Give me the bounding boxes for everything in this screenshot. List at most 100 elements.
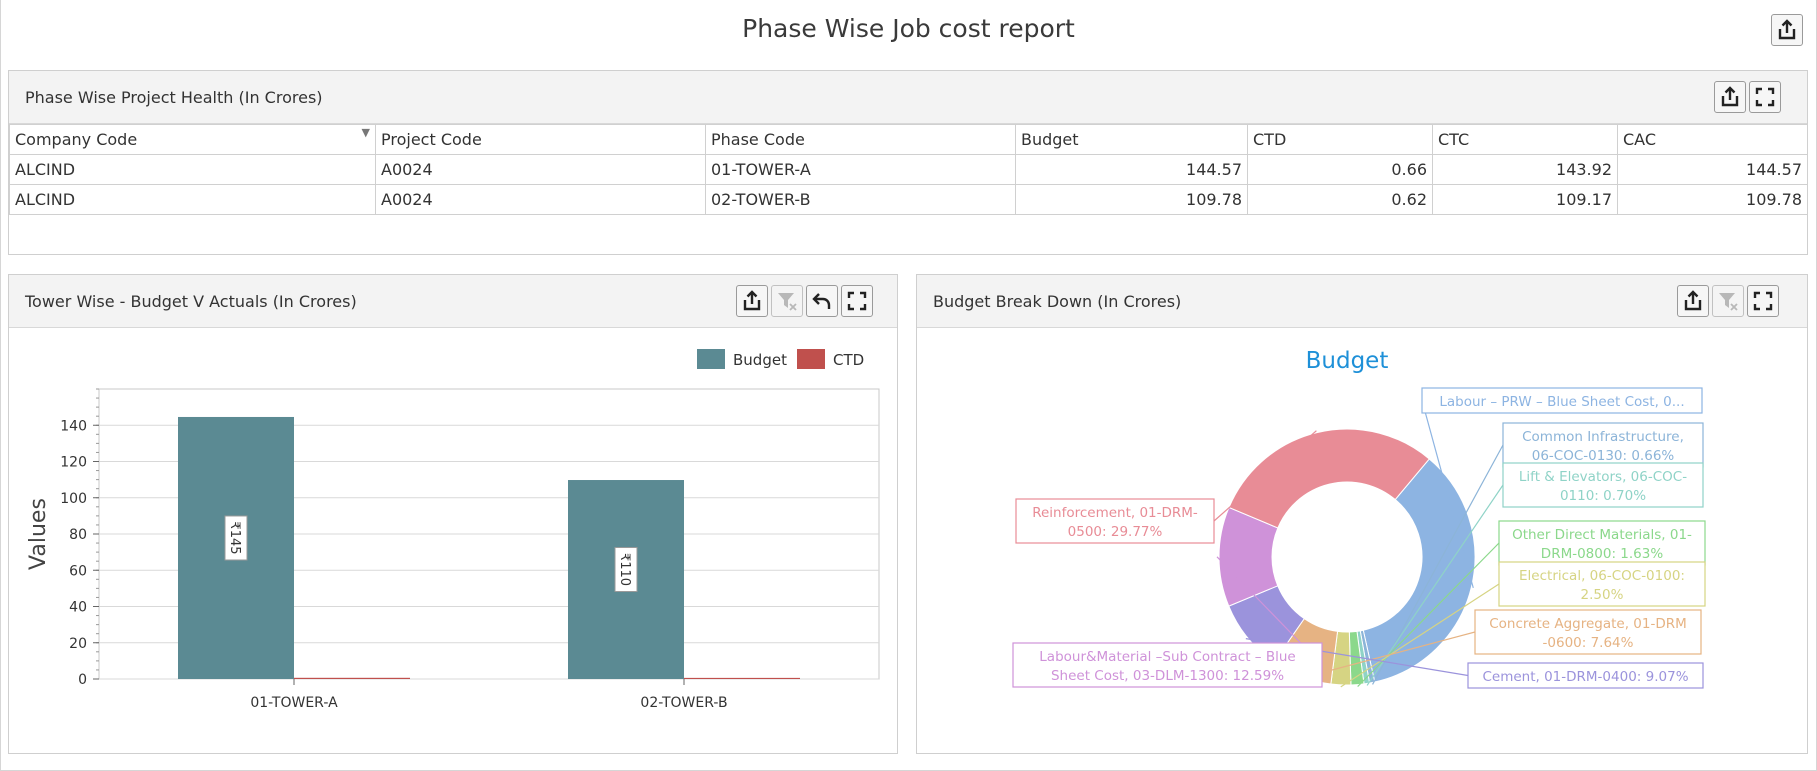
grid-panel-title: Phase Wise Project Health (In Crores) bbox=[25, 88, 323, 107]
grid-panel: Phase Wise Project Health (In Crores) Co… bbox=[8, 70, 1808, 255]
grid-panel-header: Phase Wise Project Health (In Crores) bbox=[9, 71, 1807, 124]
slice-label: Other Direct Materials, 01- bbox=[1512, 527, 1692, 543]
y-tick-label: 120 bbox=[60, 455, 87, 471]
table-header-row: Company Code ▼ Project Code Phase Code Bu… bbox=[9, 124, 1808, 155]
slice-label-box bbox=[1498, 561, 1706, 607]
bar-panel-header: Tower Wise - Budget V Actuals (In Crores… bbox=[9, 275, 897, 328]
slice-label-box bbox=[1474, 609, 1702, 655]
export-icon bbox=[1776, 19, 1798, 41]
data-label-text: ₹110 bbox=[617, 553, 632, 586]
cell-ctc: 109.17 bbox=[1432, 184, 1618, 215]
leader-line bbox=[1421, 400, 1474, 589]
cell-budget: 144.57 bbox=[1015, 154, 1248, 185]
y-tick-label: 20 bbox=[69, 636, 87, 652]
cell-ctc: 143.92 bbox=[1432, 154, 1618, 185]
y-tick-label: 40 bbox=[69, 600, 87, 616]
y-axis-title: Values bbox=[26, 498, 51, 570]
pie-chart-panel: Budget Break Down (In Crores) Budget Labo… bbox=[916, 274, 1808, 754]
bar-ctd bbox=[294, 677, 410, 679]
slice-label-box bbox=[1502, 422, 1704, 468]
y-tick-label: 80 bbox=[69, 527, 87, 543]
pie-panel-header: Budget Break Down (In Crores) bbox=[917, 275, 1807, 328]
filter-icon[interactable]: ▼ bbox=[361, 126, 370, 139]
bar-panel-title: Tower Wise - Budget V Actuals (In Crores… bbox=[25, 292, 357, 311]
dashboard-export-button[interactable] bbox=[1771, 14, 1803, 46]
cell-company-code: ALCIND bbox=[9, 154, 376, 185]
slice-label: 0110: 0.70% bbox=[1560, 488, 1646, 504]
maximize-icon bbox=[846, 290, 868, 312]
slice-label: -0600: 7.64% bbox=[1543, 635, 1634, 651]
slice-label: Cement, 01-DRM-0400: 9.07% bbox=[1482, 669, 1688, 685]
cell-company-code: ALCIND bbox=[9, 184, 376, 215]
project-health-table: Company Code ▼ Project Code Phase Code Bu… bbox=[9, 124, 1808, 215]
clear-filter-icon bbox=[1717, 290, 1739, 312]
data-label: ₹145 bbox=[224, 515, 248, 561]
export-icon bbox=[1682, 290, 1704, 312]
maximize-icon bbox=[1752, 290, 1774, 312]
bar-undo-button[interactable] bbox=[806, 285, 838, 317]
column-header-cac[interactable]: CAC bbox=[1617, 124, 1808, 155]
slice-label-box bbox=[1467, 662, 1704, 689]
slice-label: 0500: 29.77% bbox=[1068, 524, 1163, 540]
leader-line bbox=[1366, 484, 1504, 686]
pie-export-button[interactable] bbox=[1677, 285, 1709, 317]
cell-project-code: A0024 bbox=[375, 154, 706, 185]
pie-clear-filter-button[interactable] bbox=[1712, 285, 1744, 317]
data-label-box bbox=[614, 547, 638, 593]
slice-label: Concrete Aggregate, 01-DRM bbox=[1489, 616, 1687, 632]
slice-label: Labour&Material –Sub Contract – Blue bbox=[1039, 649, 1295, 665]
export-icon bbox=[741, 290, 763, 312]
data-label-text: ₹145 bbox=[227, 521, 242, 554]
cell-project-code: A0024 bbox=[375, 184, 706, 215]
cell-cac: 144.57 bbox=[1617, 154, 1808, 185]
legend-label: Budget bbox=[733, 351, 787, 369]
chart-title: Budget bbox=[1306, 348, 1389, 374]
cell-cac: 109.78 bbox=[1617, 184, 1808, 215]
cell-ctd: 0.62 bbox=[1247, 184, 1433, 215]
y-tick-label: 140 bbox=[60, 418, 87, 434]
bar-export-button[interactable] bbox=[736, 285, 768, 317]
maximize-icon bbox=[1754, 86, 1776, 108]
leader-line bbox=[1213, 430, 1317, 522]
legend-label: CTD bbox=[833, 351, 864, 369]
x-tick-label: 02-TOWER-B bbox=[640, 695, 727, 711]
slice-label: Reinforcement, 01-DRM- bbox=[1032, 505, 1198, 521]
slice-label-box bbox=[1498, 520, 1706, 566]
leader-line bbox=[1340, 583, 1500, 688]
cell-phase-code: 02-TOWER-B bbox=[705, 184, 1016, 215]
bar-maximize-button[interactable] bbox=[841, 285, 873, 317]
data-label: ₹110 bbox=[614, 547, 638, 593]
table-row[interactable]: ALCIND A0024 02-TOWER-B 109.78 0.62 109.… bbox=[9, 184, 1808, 215]
slice-label-box bbox=[1015, 498, 1215, 544]
leader-line bbox=[1357, 542, 1500, 687]
pie-maximize-button[interactable] bbox=[1747, 285, 1779, 317]
slice-label-box bbox=[1421, 387, 1703, 414]
column-header-phase-code[interactable]: Phase Code bbox=[705, 124, 1016, 155]
slice-label-box bbox=[1012, 642, 1323, 688]
donut-slice bbox=[1362, 458, 1476, 683]
column-header-ctc[interactable]: CTC bbox=[1432, 124, 1618, 155]
grid-export-button[interactable] bbox=[1714, 81, 1746, 113]
dashboard-title: Phase Wise Job cost report bbox=[742, 14, 1075, 43]
column-header-company-code[interactable]: Company Code ▼ bbox=[9, 124, 376, 155]
grid-maximize-button[interactable] bbox=[1749, 81, 1781, 113]
slice-label: 2.50% bbox=[1581, 587, 1624, 603]
slice-label: Lift & Elevators, 06-COC- bbox=[1519, 469, 1687, 485]
bar-ctd bbox=[684, 677, 800, 679]
y-tick-label: 60 bbox=[69, 563, 87, 579]
bar-clear-filter-button[interactable] bbox=[771, 285, 803, 317]
column-header-project-code[interactable]: Project Code bbox=[375, 124, 706, 155]
column-header-budget[interactable]: Budget bbox=[1015, 124, 1248, 155]
donut-chart[interactable]: Budget Labour – PRW – Blue Sheet Cost, 0.… bbox=[917, 329, 1807, 754]
column-header-ctd[interactable]: CTD bbox=[1247, 124, 1433, 155]
slice-label-box bbox=[1502, 462, 1704, 508]
slice-label: DRM-0800: 1.63% bbox=[1541, 546, 1664, 562]
cell-budget: 109.78 bbox=[1015, 184, 1248, 215]
data-label-box bbox=[224, 515, 248, 561]
bar-chart[interactable]: 0 20 40 60 80 100 120 140 Values ₹145 01-TOWER-A ₹1… bbox=[9, 329, 897, 754]
table-row[interactable]: ALCIND A0024 01-TOWER-A 144.57 0.66 143.… bbox=[9, 154, 1808, 185]
undo-icon bbox=[811, 290, 833, 312]
clear-filter-icon bbox=[776, 290, 798, 312]
donut-slice bbox=[1228, 428, 1430, 529]
pie-panel-title: Budget Break Down (In Crores) bbox=[933, 292, 1182, 311]
